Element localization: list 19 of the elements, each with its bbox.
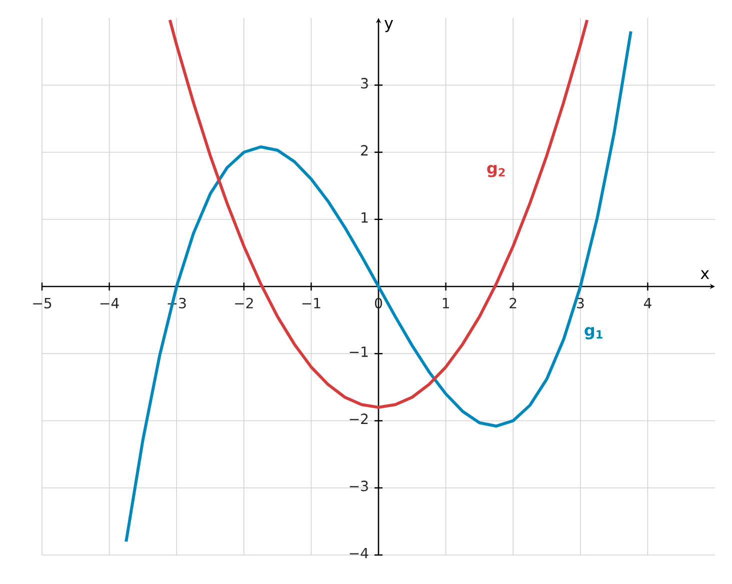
x-tick-label: 3: [577, 298, 584, 308]
x-tick-label: −2: [235, 298, 253, 308]
x-axis-title: x: [700, 270, 710, 279]
x-tick-label: −1: [302, 298, 320, 308]
y-tick-label: 1: [362, 212, 368, 223]
y-tick-label: −1: [350, 346, 368, 357]
y-tick-label: −3: [350, 480, 368, 492]
series-label: g$_{1}$: [584, 326, 602, 340]
x-tick-label: −4: [100, 298, 119, 308]
x-tick-label: −5: [33, 298, 52, 308]
y-axis-title: y: [384, 20, 394, 32]
y-tick-label: 2: [361, 145, 368, 156]
x-tick-label: 1: [442, 298, 449, 308]
x-tick-label: 4: [644, 298, 652, 308]
y-tick-label: 3: [361, 78, 368, 89]
x-tick-label: 2: [510, 298, 516, 308]
y-tick-label: −2: [350, 414, 368, 424]
y-tick-label: −4: [350, 548, 368, 558]
text: g$_{2}$: [487, 164, 505, 178]
